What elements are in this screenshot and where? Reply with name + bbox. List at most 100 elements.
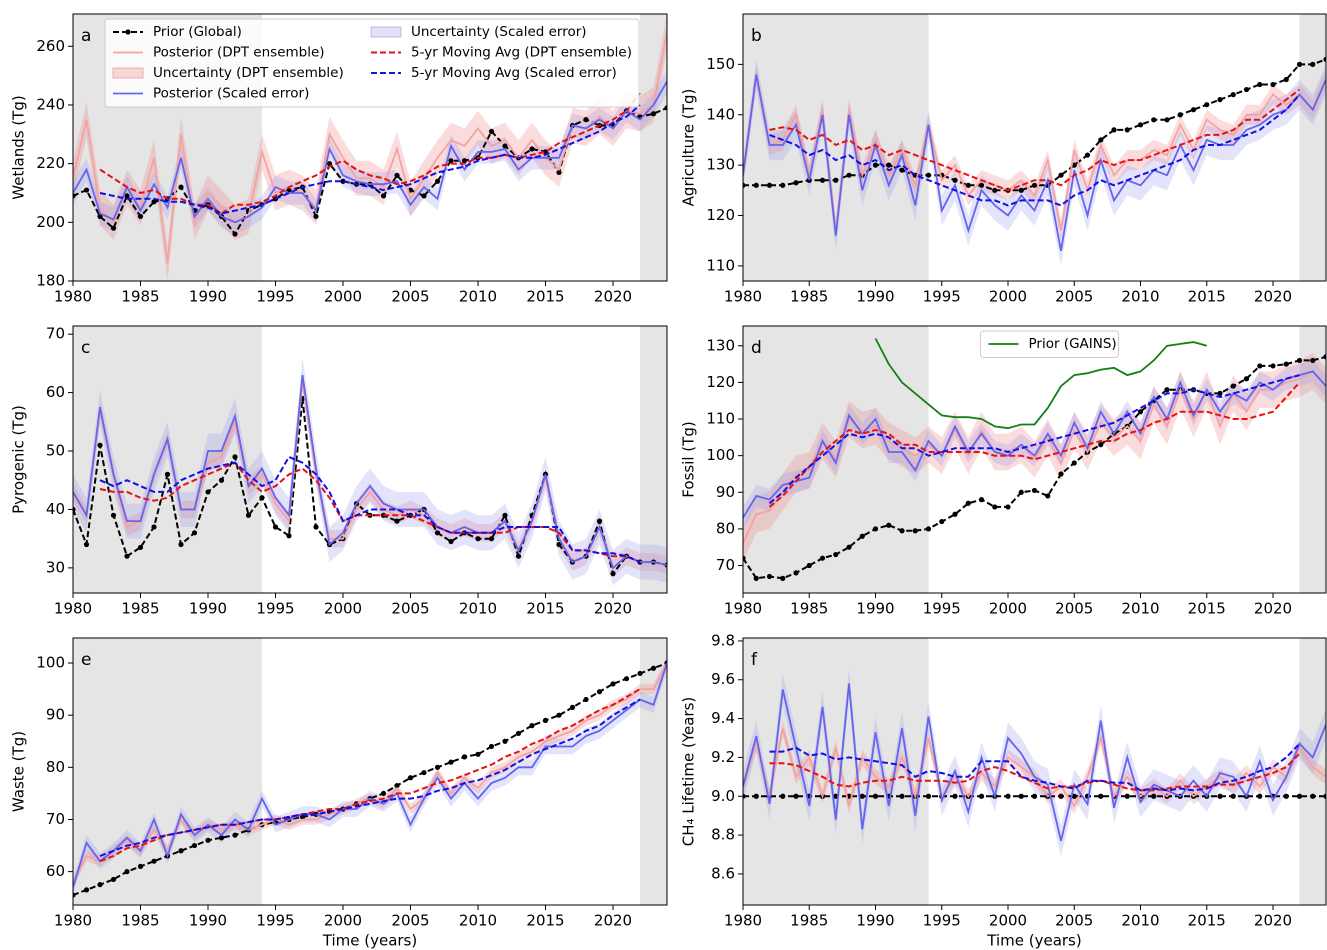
x-tick-label: 2010 (1121, 600, 1159, 618)
point (1217, 390, 1223, 396)
point (73, 892, 76, 898)
point (1270, 81, 1276, 88)
point (1270, 363, 1276, 369)
point (1310, 357, 1316, 364)
point (475, 751, 481, 757)
y-tick-label: 130 (706, 336, 735, 354)
point (583, 696, 589, 703)
panel: 1980 1985 1990 1995 2000 2005 2010 2015 2020 70 80… (680, 325, 1327, 618)
point (833, 551, 839, 558)
x-tick-label: 2015 (526, 912, 564, 930)
uncertainty-band (73, 357, 667, 586)
point (502, 143, 508, 149)
x-tick-label: 1985 (121, 912, 159, 930)
point (1177, 112, 1183, 118)
point (178, 184, 184, 190)
point (1323, 56, 1326, 62)
series-line (743, 370, 1326, 519)
point (380, 193, 387, 199)
x-tick-label: 2000 (324, 912, 362, 930)
x-tick-label: 1995 (923, 288, 961, 306)
point (151, 524, 157, 530)
plot-area (73, 638, 667, 905)
point (939, 518, 945, 525)
point (164, 471, 171, 477)
shaded-period (640, 638, 667, 905)
point (73, 506, 76, 513)
point (515, 730, 522, 737)
panel-label: c (81, 338, 90, 358)
x-tick-label: 1990 (856, 600, 894, 618)
point (151, 199, 157, 205)
uncertainty-band (743, 720, 1326, 814)
point (137, 213, 144, 220)
point (743, 793, 746, 799)
panel-label: b (751, 26, 762, 46)
x-tick-label: 2000 (324, 288, 362, 306)
x-tick-label: 2015 (1188, 288, 1226, 306)
point (1098, 137, 1104, 143)
series-line (768, 374, 1300, 505)
panel: 1980 1985 1990 1995 2000 2005 2010 2015 2020 8.6 8… (680, 631, 1327, 950)
point (596, 689, 603, 695)
x-tick-label: 1995 (923, 912, 961, 930)
point (1310, 793, 1316, 799)
point (286, 533, 292, 539)
series-line (99, 455, 641, 563)
x-tick-label: 2005 (1055, 600, 1093, 618)
x-tick-label: 2020 (1254, 288, 1292, 306)
point (819, 177, 826, 183)
x-tick-label: 2020 (1254, 600, 1292, 618)
shaded-period (743, 14, 929, 281)
point (151, 858, 157, 864)
x-tick-label: 1995 (923, 600, 961, 618)
point (1018, 187, 1024, 193)
point (110, 225, 117, 231)
series-line (769, 93, 1301, 207)
point (899, 167, 905, 173)
point (434, 530, 441, 536)
point (859, 533, 865, 539)
x-tick-label: 2000 (989, 288, 1027, 306)
point (529, 146, 535, 152)
point (1031, 182, 1038, 188)
x-tick-label: 2000 (989, 600, 1027, 618)
point (793, 180, 799, 186)
point (488, 743, 495, 750)
point (1310, 61, 1316, 67)
point (448, 538, 454, 545)
y-axis-label: Pyrogenic (Tg) (10, 405, 28, 514)
panel-label: a (81, 26, 91, 46)
x-tick-label: 2020 (1254, 912, 1292, 930)
point (488, 536, 495, 542)
x-tick-label: 1980 (54, 288, 92, 306)
point (73, 193, 76, 199)
x-tick-label: 2005 (1055, 912, 1093, 930)
series-line (73, 662, 667, 888)
point (793, 793, 799, 799)
series-line (769, 743, 1301, 792)
point (272, 524, 279, 530)
point (978, 793, 985, 799)
point (912, 528, 918, 534)
point (407, 775, 414, 781)
x-tick-label: 2000 (324, 600, 362, 618)
point (502, 512, 508, 518)
uncertainty-band (743, 668, 1326, 857)
point (780, 182, 786, 188)
x-tick-label: 1985 (790, 600, 828, 618)
legend-label: 5-yr Moving Avg (DPT ensemble) (411, 45, 632, 61)
point (569, 704, 576, 710)
y-tick-label: 260 (36, 37, 65, 55)
y-tick-label: 100 (36, 654, 65, 672)
point (1058, 793, 1064, 799)
panel-label: e (81, 650, 91, 670)
point (178, 848, 184, 854)
point (461, 158, 468, 164)
point (97, 213, 103, 220)
series-line (99, 104, 641, 215)
point (1151, 117, 1157, 123)
point (83, 887, 90, 893)
axes-frame (72, 325, 668, 594)
point (421, 769, 427, 776)
